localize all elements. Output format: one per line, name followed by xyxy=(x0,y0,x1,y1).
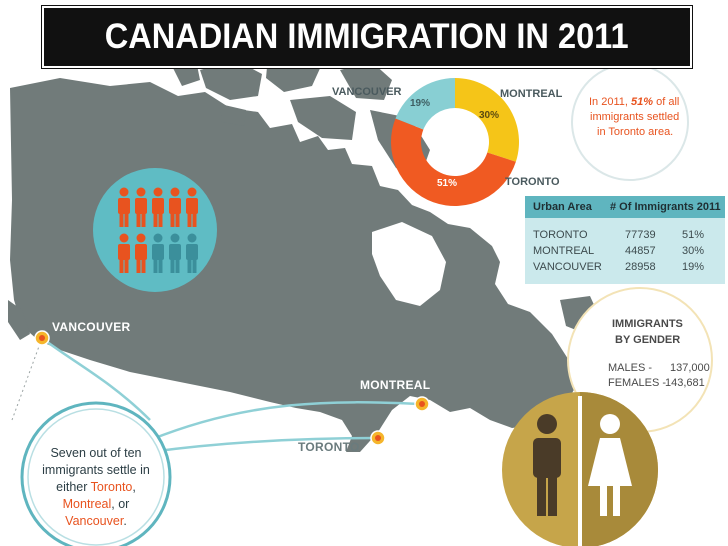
map-label-toronto: TORONTO xyxy=(298,440,360,454)
gender-females-label: FEMALES - xyxy=(608,377,667,389)
arctic-island-4 xyxy=(290,96,356,140)
map-label-vancouver: VANCOUVER xyxy=(52,320,131,334)
arctic-island-5 xyxy=(340,62,392,100)
gender-heading-1: IMMIGRANTS xyxy=(612,318,683,330)
vancouver-connector xyxy=(41,337,151,421)
donut-slice-montreal xyxy=(455,78,519,162)
person-icon xyxy=(135,187,147,227)
donut-label-vancouver: VANCOUVER xyxy=(332,86,402,98)
person-icon xyxy=(169,187,181,227)
person-icon xyxy=(169,233,181,273)
gender-heading-2: BY GENDER xyxy=(615,334,681,346)
donut-value-montreal: 30% xyxy=(479,110,500,121)
table-header-area: Urban Area xyxy=(533,201,592,213)
people-icons xyxy=(118,187,198,273)
table-row: MONTREAL 44857 30% xyxy=(533,245,705,257)
vancouver-island xyxy=(8,300,30,340)
male-icon xyxy=(533,414,561,516)
settle-callout-text: Seven out of ten immigrants settle in ei… xyxy=(42,446,150,528)
arctic-island-1 xyxy=(200,60,262,100)
toronto-connector xyxy=(149,436,379,454)
gender-females-value: 143,681 xyxy=(665,377,705,389)
gender-males-label: MALES - xyxy=(608,362,653,374)
person-icon xyxy=(186,187,198,227)
person-icon xyxy=(135,233,147,273)
table-row: TORONTO 77739 51% xyxy=(533,229,705,241)
people-circle xyxy=(93,168,217,292)
table-header: Urban Area # Of Immigrants 2011 xyxy=(525,196,725,218)
title-banner: CANADIAN IMMIGRATION IN 2011 xyxy=(42,6,692,68)
share-callout-line-3: in Toronto area. xyxy=(597,126,674,138)
hudson-bay xyxy=(372,222,446,306)
toronto-marker[interactable] xyxy=(370,430,386,446)
person-icon xyxy=(118,233,130,273)
map-label-montreal: MONTREAL xyxy=(360,378,431,392)
donut-value-toronto: 51% xyxy=(437,178,458,189)
person-icon xyxy=(152,187,164,227)
gender-icon-circle xyxy=(502,392,658,546)
settle-callout-inner xyxy=(27,408,165,546)
donut-value-vancouver: 19% xyxy=(410,98,431,109)
page-title: CANADIAN IMMIGRATION IN 2011 xyxy=(105,17,629,56)
donut-slice-toronto xyxy=(391,118,516,206)
person-icon xyxy=(152,233,164,273)
person-icon xyxy=(118,187,130,227)
vancouver-marker[interactable] xyxy=(34,330,50,346)
person-icon xyxy=(186,233,198,273)
table-row: VANCOUVER 28958 19% xyxy=(533,261,705,273)
gender-males-value: 137,000 xyxy=(670,362,710,374)
female-icon xyxy=(588,414,632,516)
share-callout-line-1: In 2011, 51% of all xyxy=(589,96,680,108)
table-header-count: # Of Immigrants 2011 xyxy=(610,201,721,213)
donut-label-toronto: TORONTO xyxy=(505,176,560,188)
montreal-marker[interactable] xyxy=(414,396,430,412)
montreal-connector xyxy=(149,401,423,442)
donut-chart xyxy=(391,78,519,206)
donut-slice-vancouver xyxy=(395,78,455,130)
arctic-island-7 xyxy=(220,104,246,126)
share-callout-line-2: immigrants settled xyxy=(590,111,680,123)
immigrants-table: Urban Area # Of Immigrants 2011 TORONTO … xyxy=(525,196,725,284)
donut-label-montreal: MONTREAL xyxy=(500,88,563,100)
